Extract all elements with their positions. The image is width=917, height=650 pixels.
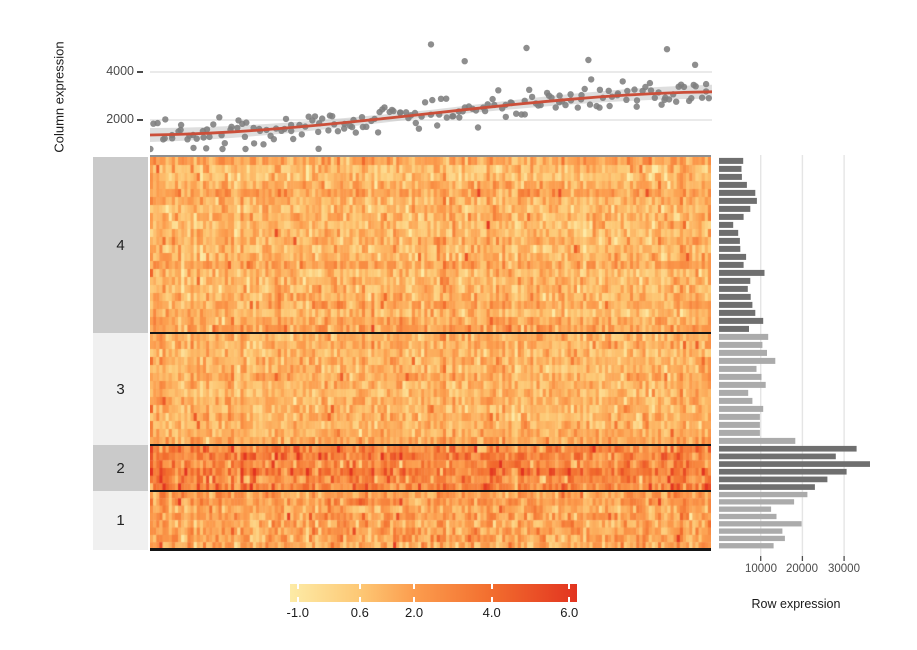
expression-bar	[719, 165, 742, 172]
color-legend-gradient-bar	[290, 584, 577, 602]
expression-bar	[719, 213, 744, 220]
expression-bar	[719, 269, 765, 276]
expression-bar	[719, 445, 857, 452]
expression-bar	[719, 405, 764, 412]
expression-bar	[719, 317, 764, 324]
expression-bar	[719, 325, 749, 332]
legend-tick-mark	[490, 584, 493, 589]
expression-bar	[719, 543, 774, 549]
expression-bar	[719, 205, 751, 212]
expression-bar	[719, 397, 753, 404]
expression-bar	[719, 189, 756, 196]
heatmap-bottom-border	[150, 548, 711, 551]
x-axis-tick-label-30000: 30000	[828, 563, 860, 575]
expression-bar	[719, 453, 836, 460]
expression-bar	[719, 528, 783, 534]
legend-tick-mark	[568, 584, 571, 589]
legend-tick-mark	[358, 584, 361, 589]
expression-bar	[719, 229, 739, 236]
x-axis-tick-label-20000: 20000	[786, 563, 818, 575]
expression-bar	[719, 365, 757, 372]
row-group-block-1: 1	[93, 491, 148, 550]
legend-tick-label: -1.0	[286, 605, 309, 620]
expression-bar	[719, 253, 747, 260]
legend-tick-label: 6.0	[560, 605, 579, 620]
legend-tick-mark	[296, 584, 299, 589]
y-axis-tick-label-2000: 2000	[106, 112, 134, 126]
expression-bar	[719, 349, 767, 356]
row-group-separator	[150, 489, 711, 492]
expression-bar	[719, 173, 742, 180]
expression-bar	[719, 245, 741, 252]
expression-bar	[719, 357, 776, 364]
expression-bar	[719, 437, 796, 444]
expression-bar	[719, 341, 763, 348]
legend-tick-mark	[413, 584, 416, 589]
expression-bar	[719, 499, 795, 505]
expression-bar	[719, 221, 734, 228]
expression-heatmap-body	[150, 157, 711, 550]
expression-bar	[719, 421, 760, 428]
expression-bar	[719, 293, 751, 300]
expression-bar	[719, 157, 744, 164]
expression-bar	[719, 521, 802, 527]
row-group-block-4: 4	[93, 157, 148, 333]
row-expression-axis-title: Row expression	[751, 597, 841, 611]
legend-tick-mark	[296, 597, 299, 602]
expression-bar	[719, 513, 777, 520]
column-expression-axis-title: Column expression	[51, 41, 67, 153]
expression-bar	[719, 333, 769, 340]
expression-bar	[719, 484, 815, 490]
expression-bar	[719, 413, 760, 420]
expression-bar	[719, 309, 756, 316]
expression-bar	[719, 491, 808, 498]
row-group-separator	[150, 331, 711, 334]
legend-tick-mark	[568, 597, 571, 602]
y-axis-tick-mark	[137, 119, 143, 121]
x-axis-tick-label-10000: 10000	[745, 563, 777, 575]
legend-tick-mark	[413, 597, 416, 602]
legend-tick-label: 0.6	[350, 605, 369, 620]
row-group-block-2: 2	[93, 445, 148, 491]
expression-bar	[719, 535, 785, 542]
row-group-label: 1	[116, 511, 125, 529]
expression-bar	[719, 476, 828, 483]
expression-bar	[719, 277, 751, 284]
expression-bar	[719, 461, 870, 467]
expression-bar	[719, 197, 757, 204]
expression-bar	[719, 301, 753, 308]
column-expression-scatter-plot	[150, 41, 712, 153]
y-axis-tick-label-4000: 4000	[106, 64, 134, 78]
y-axis-tick-mark	[137, 71, 143, 73]
heatmap-top-axis-line	[150, 155, 711, 157]
expression-bar	[719, 237, 740, 244]
expression-bar	[719, 506, 772, 512]
expression-bar	[719, 261, 744, 268]
row-expression-barchart	[719, 155, 870, 561]
expression-bar	[719, 285, 748, 292]
expression-bar	[719, 468, 847, 475]
legend-tick-label: 2.0	[405, 605, 424, 620]
legend-tick-mark	[358, 597, 361, 602]
row-group-label: 2	[116, 459, 125, 477]
expression-bar	[719, 381, 766, 388]
expression-bar	[719, 429, 760, 436]
legend-tick-mark	[490, 597, 493, 602]
expression-bar	[719, 389, 749, 396]
row-group-block-3: 3	[93, 333, 148, 445]
expression-bar	[719, 181, 747, 188]
expression-bar	[719, 373, 762, 380]
row-group-separator	[150, 443, 711, 446]
row-group-label: 3	[116, 380, 125, 398]
row-group-label: 4	[116, 236, 125, 254]
legend-tick-label: 4.0	[482, 605, 501, 620]
